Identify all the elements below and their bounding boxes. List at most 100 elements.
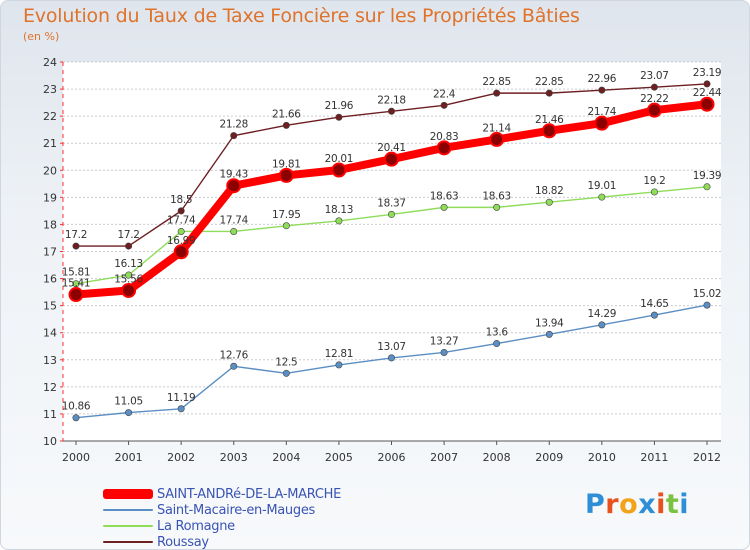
x-tick-label: 2004: [272, 451, 300, 464]
legend-swatch: [103, 489, 153, 499]
data-point-roussay: [493, 89, 501, 97]
data-point-roussay: [545, 89, 553, 97]
data-point-saint-macaire-en-mauges: [177, 405, 185, 413]
data-label-roussay: 22.4: [433, 88, 456, 100]
data-label-roussay: 18.5: [170, 194, 192, 206]
chart-data-labels: 17.2 17.2 18.5 21.28 21.66 21.96 22.18 22.4 22.8…: [62, 67, 722, 413]
data-label-roussay: 21.66: [272, 108, 301, 120]
data-label-la-romagne: 19.01: [588, 180, 617, 192]
logo-letter: i: [679, 489, 690, 520]
data-point-la-romagne: [282, 222, 290, 230]
data-label-roussay: 23.19: [693, 67, 722, 79]
x-tick-label: 2010: [588, 451, 616, 464]
data-label-saint-macaire-en-mauges: 13.6: [486, 327, 509, 339]
y-tick-label: 22: [43, 110, 57, 123]
legend-label: Saint-Macaire-en-Mauges: [157, 502, 315, 518]
data-point-saint-macaire-en-mauges: [493, 340, 501, 348]
x-tick-label: 2001: [115, 451, 143, 464]
x-tick-label: 2002: [167, 451, 195, 464]
data-point-saint-macaire-en-mauges: [440, 348, 448, 356]
data-label-saint-macaire-en-mauges: 15.02: [693, 288, 722, 300]
proxiti-logo: Proxiti: [585, 489, 689, 520]
data-label-saint-macaire-en-mauges: 12.81: [325, 348, 354, 360]
data-point-roussay: [650, 83, 658, 91]
y-tick-label: 21: [43, 137, 57, 150]
y-tick-label: 11: [43, 408, 57, 421]
data-label-la-romagne: 18.13: [325, 204, 354, 216]
data-label-saint-andr-de-la-marche: 22.22: [640, 93, 669, 105]
data-label-roussay: 22.85: [482, 76, 511, 88]
data-point-la-romagne: [598, 193, 606, 201]
data-label-saint-macaire-en-mauges: 14.29: [588, 308, 617, 320]
data-label-roussay: 17.2: [117, 229, 139, 241]
y-tick-label: 20: [43, 164, 57, 177]
data-point-la-romagne: [650, 188, 658, 196]
y-tick-label: 24: [43, 56, 57, 69]
data-point-la-romagne: [493, 203, 501, 211]
data-point-saint-macaire-en-mauges: [230, 362, 238, 370]
data-point-saint-andr-de-la-marche: [173, 244, 189, 260]
data-label-saint-andr-de-la-marche: 20.01: [325, 153, 354, 165]
data-point-roussay: [598, 86, 606, 94]
data-point-saint-andr-de-la-marche: [384, 151, 399, 167]
data-label-la-romagne: 19.2: [643, 175, 665, 187]
legend-swatch: [103, 509, 153, 511]
data-point-roussay: [703, 80, 711, 88]
y-tick-label: 16: [43, 273, 57, 286]
data-label-la-romagne: 18.82: [535, 185, 564, 197]
y-tick-label: 12: [43, 381, 57, 394]
data-point-saint-andr-de-la-marche: [699, 96, 715, 112]
data-point-la-romagne: [177, 227, 185, 235]
data-label-saint-macaire-en-mauges: 11.19: [167, 392, 196, 404]
data-label-la-romagne: 18.63: [430, 190, 459, 202]
data-point-saint-andr-de-la-marche: [541, 123, 557, 139]
data-label-saint-andr-de-la-marche: 21.14: [482, 122, 511, 134]
chart-title: Evolution du Taux de Taxe Foncière sur l…: [23, 5, 580, 27]
data-label-saint-andr-de-la-marche: 16.99: [167, 235, 196, 247]
data-point-roussay: [177, 207, 185, 215]
data-point-la-romagne: [72, 280, 80, 288]
data-label-roussay: 23.07: [640, 70, 669, 82]
data-label-roussay: 21.28: [219, 119, 248, 131]
data-point-la-romagne: [545, 198, 553, 206]
data-point-saint-andr-de-la-marche: [226, 178, 242, 194]
legend-item: SAINT-ANDRé-DE-LA-MARCHE: [103, 486, 341, 502]
data-point-saint-macaire-en-mauges: [125, 409, 133, 417]
data-point-la-romagne: [335, 217, 343, 225]
logo-letter: r: [605, 489, 620, 520]
data-point-la-romagne: [440, 203, 448, 211]
data-label-saint-andr-de-la-marche: 19.43: [219, 169, 248, 181]
legend-label: SAINT-ANDRé-DE-LA-MARCHE: [157, 486, 341, 502]
legend-item: Roussay: [103, 534, 209, 549]
y-tick-label: 19: [43, 191, 57, 204]
y-tick-label: 18: [43, 218, 57, 231]
data-label-la-romagne: 18.63: [482, 190, 511, 202]
data-point-saint-andr-de-la-marche: [594, 115, 610, 131]
data-label-saint-macaire-en-mauges: 13.94: [535, 317, 564, 329]
data-label-saint-andr-de-la-marche: 22.44: [693, 87, 722, 99]
data-point-la-romagne: [125, 271, 133, 279]
data-point-saint-andr-de-la-marche: [489, 131, 505, 147]
data-point-roussay: [72, 242, 80, 250]
legend-swatch: [103, 541, 153, 543]
data-point-saint-macaire-en-mauges: [282, 369, 290, 377]
data-label-la-romagne: 18.37: [377, 197, 406, 209]
data-point-saint-andr-de-la-marche: [68, 287, 84, 303]
y-tick-label: 13: [43, 354, 57, 367]
chart-grid: [63, 61, 721, 442]
data-point-roussay: [125, 242, 133, 250]
y-tick-label: 17: [43, 246, 57, 259]
data-label-saint-macaire-en-mauges: 14.65: [640, 298, 669, 310]
x-tick-label: 2009: [535, 451, 563, 464]
data-label-saint-andr-de-la-marche: 21.46: [535, 114, 564, 126]
data-label-saint-macaire-en-mauges: 11.05: [114, 396, 143, 408]
x-tick-label: 2000: [62, 451, 90, 464]
data-label-roussay: 17.2: [65, 229, 87, 241]
data-point-roussay: [335, 113, 343, 121]
data-point-la-romagne: [387, 210, 395, 218]
data-point-roussay: [282, 121, 290, 129]
data-label-saint-macaire-en-mauges: 10.86: [62, 401, 91, 413]
chart-axes: 10 11 12 13 14 15 16 17 18 19 20 21 22 23 24 2000 2001 20…: [43, 56, 721, 464]
x-tick-label: 2003: [220, 451, 248, 464]
